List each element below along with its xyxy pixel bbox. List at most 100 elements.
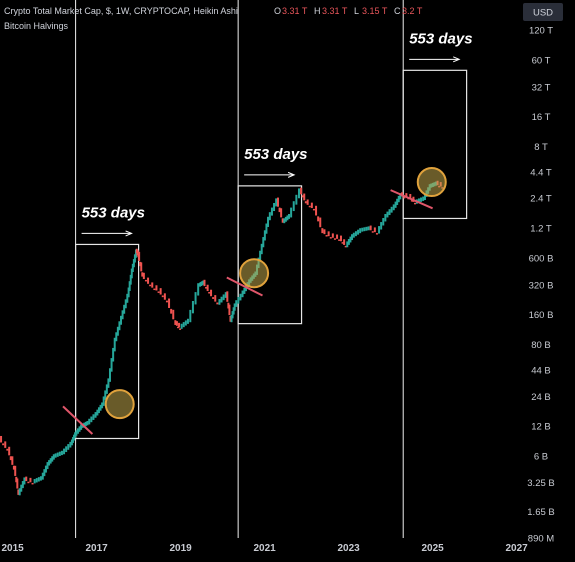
price-candle [75, 430, 78, 436]
price-candle [70, 439, 73, 446]
price-candle [206, 284, 209, 292]
price-candle [179, 328, 182, 330]
price-candle [232, 307, 235, 315]
price-candle [25, 476, 28, 482]
price-candle [157, 291, 160, 293]
price-candle [39, 476, 42, 481]
price-candle [118, 321, 121, 331]
price-candle [163, 293, 166, 300]
price-candle [78, 426, 81, 432]
price-candle [155, 285, 158, 291]
price-candle [113, 337, 116, 352]
price-candle [390, 206, 393, 213]
y-tick-label: 6 B [534, 451, 548, 462]
currency-label: USD [533, 8, 553, 19]
currency-button[interactable]: USD [523, 3, 563, 21]
y-tick-label: 4.4 T [530, 168, 552, 179]
price-candle [116, 326, 119, 336]
price-candle [31, 482, 34, 485]
price-candle [12, 465, 15, 470]
price-candle [325, 235, 328, 237]
y-tick-label: 12 B [531, 422, 551, 433]
price-candle [315, 205, 318, 216]
price-candle [56, 452, 59, 457]
price-candle [295, 194, 298, 205]
price-candle [76, 428, 79, 434]
price-candle [102, 396, 105, 406]
price-candle [304, 201, 307, 204]
y-tick-label: 24 B [531, 392, 551, 403]
price-candle [153, 288, 156, 291]
price-candle [394, 201, 397, 208]
price-candle [361, 227, 364, 232]
price-candle [229, 316, 232, 322]
price-candle [139, 261, 142, 267]
y-tick-label: 60 T [532, 55, 551, 66]
price-candle [29, 477, 32, 483]
y-tick-label: 8 T [534, 142, 548, 153]
y-tick-label: 3.25 B [527, 478, 554, 489]
y-tick-label: 80 B [531, 340, 551, 351]
price-candle [237, 296, 240, 304]
price-candle [35, 478, 38, 483]
price-candle [161, 295, 164, 298]
price-candle [46, 462, 49, 470]
x-tick-label: 2025 [421, 543, 444, 554]
price-candle [203, 279, 206, 287]
price-candle [197, 283, 200, 296]
price-candle [199, 282, 202, 287]
price-candle [363, 227, 366, 232]
price-candle [108, 368, 111, 382]
price-candle [126, 293, 129, 303]
price-candle [233, 303, 236, 311]
y-tick-label: 2.4 T [530, 194, 552, 205]
period-box-2 [237, 185, 303, 325]
price-candle [6, 448, 9, 451]
price-candle [20, 484, 23, 492]
price-candle [133, 254, 136, 263]
price-candle [0, 435, 3, 443]
y-tick-label: 320 B [529, 280, 554, 291]
price-candle [140, 262, 143, 272]
price-candle [96, 409, 99, 416]
x-tick-label: 2019 [169, 543, 192, 554]
period-arrowhead-2 [287, 171, 296, 178]
price-candle [341, 242, 344, 244]
price-candle [259, 250, 262, 262]
price-candle [210, 289, 213, 297]
price-candle [354, 231, 357, 237]
price-candle [184, 320, 187, 326]
price-candle [120, 315, 123, 325]
price-candle [41, 472, 44, 480]
price-candle [121, 310, 124, 320]
price-candle [112, 347, 115, 362]
price-candle [300, 187, 303, 195]
price-candle [99, 404, 102, 411]
price-candle [127, 287, 130, 298]
price-candle [44, 465, 47, 473]
indicator-label[interactable]: Bitcoin Halvings [4, 21, 69, 31]
y-tick-label: 32 T [532, 82, 551, 93]
ohlc-value-c: 3.2 T [402, 6, 423, 16]
price-candle [339, 235, 342, 242]
price-candle [69, 441, 72, 448]
price-candle [420, 197, 423, 202]
price-candle [51, 456, 54, 462]
price-candle [194, 292, 197, 305]
price-candle [263, 230, 266, 241]
price-candle [16, 478, 19, 489]
period-label-1: 553 days [82, 204, 145, 221]
price-candle [323, 229, 326, 235]
price-candle [220, 296, 223, 303]
price-candle [317, 216, 320, 222]
price-candle [226, 291, 229, 302]
price-candle [90, 416, 93, 423]
price-candle [312, 208, 315, 211]
price-candle [175, 321, 178, 326]
ohlc-key-l: L [354, 6, 359, 16]
price-candle [359, 228, 362, 234]
price-candle [365, 226, 368, 231]
price-candle [329, 237, 332, 239]
price-candle [301, 195, 304, 198]
